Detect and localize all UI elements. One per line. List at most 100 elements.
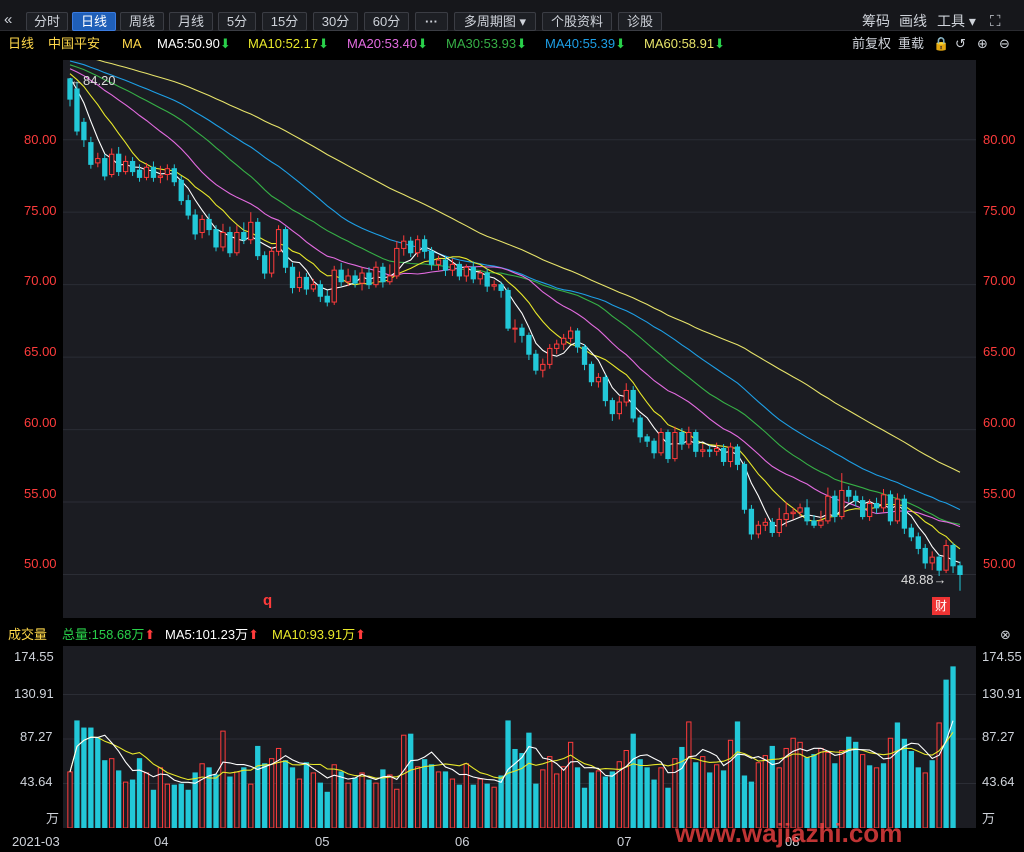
- tools-dropdown[interactable]: 工具 ▾: [937, 13, 976, 29]
- volume-bar: [609, 771, 615, 829]
- multi-period-dropdown[interactable]: 多周期图 ▾: [454, 12, 536, 31]
- double-left-chevron-icon[interactable]: «: [4, 11, 13, 28]
- more-icon[interactable]: ···: [415, 12, 448, 31]
- volume-bar: [908, 751, 914, 829]
- candle: [526, 332, 532, 361]
- volume-bar: [81, 727, 87, 829]
- volume-bar: [401, 734, 407, 829]
- volume-bar: [262, 763, 268, 829]
- down-arrow-icon: ⬇: [615, 36, 627, 51]
- candlestick-svg: [63, 52, 976, 591]
- candle-body: [227, 231, 233, 254]
- candle-body: [887, 494, 894, 522]
- candle: [665, 429, 671, 463]
- reload-button[interactable]: 重载: [898, 36, 925, 51]
- tab-rixian[interactable]: 日线: [72, 12, 116, 31]
- undo-icon[interactable]: ↺: [955, 36, 966, 51]
- candle: [296, 271, 303, 292]
- volume-bar: [421, 759, 428, 829]
- draw-line-button[interactable]: 画线: [899, 13, 927, 29]
- candle-body: [762, 521, 768, 526]
- volume-bar: [317, 782, 323, 829]
- candle: [463, 264, 469, 282]
- candle: [477, 270, 483, 285]
- volume-bar: [234, 771, 240, 829]
- candle-body: [561, 337, 567, 345]
- candle-body: [693, 431, 699, 452]
- candle: [651, 438, 657, 459]
- candle: [672, 426, 678, 462]
- volume-ma5: MA5:101.23万⬆: [165, 627, 260, 642]
- tab-fenshi[interactable]: 分时: [26, 12, 68, 31]
- candle-body: [310, 284, 317, 290]
- volume-bar: [102, 760, 108, 829]
- candlestick-chart[interactable]: ←84.20 48.88→ 财 q: [63, 52, 976, 618]
- candle: [192, 209, 198, 240]
- candle: [783, 502, 789, 527]
- candle: [116, 146, 122, 176]
- lock-icon[interactable]: 🔒: [933, 36, 950, 51]
- candle-body: [185, 200, 191, 216]
- volume-chart[interactable]: [63, 646, 976, 829]
- x-tick: 06: [455, 834, 470, 849]
- candle-body: [143, 166, 150, 178]
- close-icon[interactable]: ⊗: [1000, 627, 1011, 642]
- candle: [122, 155, 129, 175]
- up-arrow-icon: ⬆: [355, 627, 367, 642]
- candle-body: [908, 527, 914, 538]
- volume-bar: [199, 763, 205, 829]
- candle-body: [679, 431, 685, 445]
- candle: [484, 268, 490, 292]
- candle: [581, 344, 588, 371]
- candle: [303, 273, 310, 295]
- candle-body: [366, 272, 372, 286]
- candle: [282, 226, 289, 274]
- adjust-button[interactable]: 前复权: [852, 36, 892, 51]
- candle-body: [630, 389, 636, 419]
- candle: [860, 496, 866, 520]
- volume-bar: [547, 756, 553, 829]
- price-tick: 75.00: [983, 203, 1016, 218]
- tab-zhouxian[interactable]: 周线: [120, 12, 164, 31]
- chips-button[interactable]: 筹码: [862, 13, 890, 29]
- zoom-in-icon[interactable]: ⊕: [977, 36, 988, 51]
- volume-bar: [213, 774, 219, 829]
- volume-title: 成交量: [8, 627, 48, 642]
- tab-5min[interactable]: 5分: [218, 12, 256, 31]
- candle-body: [116, 153, 122, 173]
- candle: [408, 236, 414, 258]
- candle-body: [894, 498, 901, 522]
- candle: [206, 213, 212, 236]
- event-marker[interactable]: q: [263, 592, 273, 609]
- volume-bar: [157, 767, 164, 829]
- candle: [136, 164, 143, 182]
- tab-yuexian[interactable]: 月线: [169, 12, 213, 31]
- candle: [88, 136, 94, 169]
- candle-body: [199, 218, 205, 233]
- candle-body: [783, 513, 789, 520]
- diagnose-button[interactable]: 诊股: [618, 12, 662, 31]
- candle-body: [470, 266, 476, 280]
- candle-body: [644, 436, 650, 442]
- stock-info-button[interactable]: 个股资料: [542, 12, 612, 31]
- tab-30min[interactable]: 30分: [313, 12, 358, 31]
- zoom-out-icon[interactable]: ⊖: [999, 36, 1010, 51]
- candle-body: [428, 250, 435, 265]
- tab-60min[interactable]: 60分: [364, 12, 409, 31]
- volume-bar: [74, 720, 80, 829]
- tab-15min[interactable]: 15分: [262, 12, 307, 31]
- financial-report-badge[interactable]: 财: [932, 597, 950, 615]
- fullscreen-icon[interactable]: ⛶: [990, 13, 1001, 30]
- candle-body: [102, 158, 108, 177]
- candle-body: [804, 507, 810, 522]
- candle-body: [303, 276, 310, 290]
- candle-body: [81, 121, 87, 141]
- period-label: 日线: [8, 36, 35, 51]
- up-arrow-icon: ⬆: [248, 627, 260, 642]
- volume-ma5-line: [69, 720, 954, 784]
- x-tick: 04: [154, 834, 169, 849]
- candle: [616, 396, 622, 420]
- volume-bar: [366, 779, 372, 829]
- candle-body: [289, 266, 296, 289]
- candle-body: [220, 231, 226, 248]
